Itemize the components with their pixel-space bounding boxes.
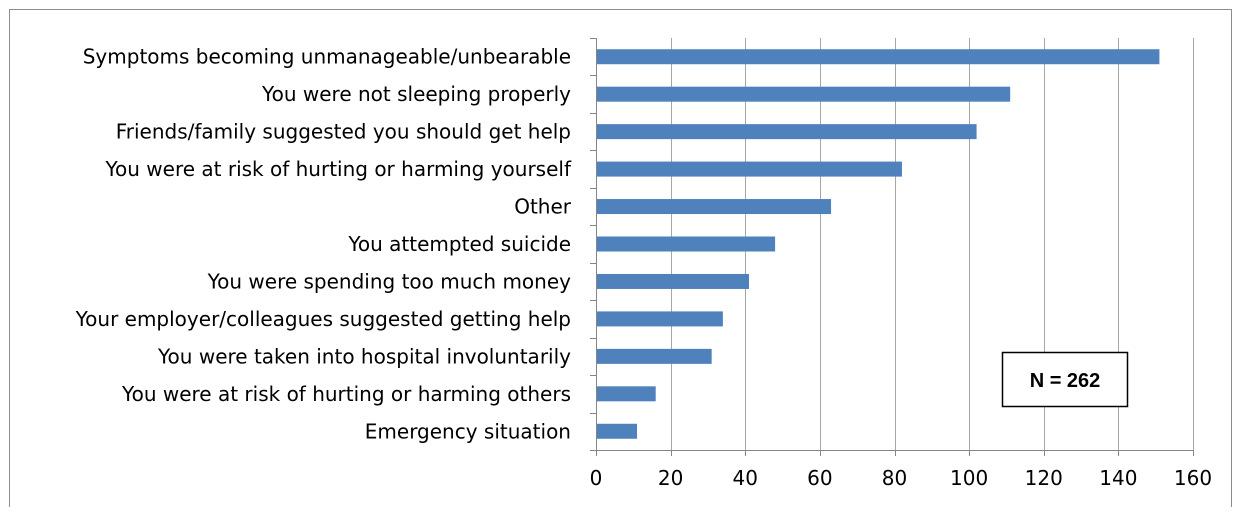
bar (596, 273, 749, 289)
annotation-box: N = 262 (1001, 351, 1129, 408)
x-tick-label: 140 (1099, 466, 1137, 490)
bar (596, 49, 1160, 65)
category-label: You were taken into hospital involuntari… (157, 344, 571, 368)
bar (596, 86, 1011, 102)
category-label: You were at risk of hurting or harming o… (121, 382, 571, 406)
x-tick-label: 40 (733, 466, 758, 490)
category-label: Your employer/colleagues suggested getti… (75, 307, 571, 331)
category-label: You were not sleeping properly (261, 82, 571, 106)
bars (596, 49, 1160, 439)
x-tick-label: 60 (807, 466, 832, 490)
bar (596, 348, 712, 364)
x-tick-label: 20 (658, 466, 683, 490)
bar (596, 124, 977, 140)
bar (596, 199, 832, 215)
category-label: Other (514, 195, 572, 219)
category-label: You were at risk of hurting or harming y… (104, 157, 572, 181)
x-tick-labels: 0 20 40 60 80 100 120 140 160 (590, 466, 1212, 490)
x-tick-label: 0 (590, 466, 603, 490)
category-labels: Symptoms becoming unmanageable/unbearabl… (75, 45, 572, 444)
bar (596, 236, 776, 252)
axes (590, 38, 1194, 456)
n-annotation: N = 262 (1030, 370, 1101, 392)
category-label: Friends/family suggested you should get … (116, 120, 571, 144)
x-tick-label: 80 (882, 466, 907, 490)
category-label: You were spending too much money (207, 269, 572, 293)
x-tick-label: 120 (1025, 466, 1063, 490)
bar (596, 311, 723, 327)
category-label: You attempted suicide (347, 232, 571, 256)
x-tick-label: 100 (950, 466, 988, 490)
bar (596, 386, 656, 402)
bar (596, 423, 638, 439)
bar (596, 161, 902, 177)
category-label: Symptoms becoming unmanageable/unbearabl… (83, 45, 571, 69)
n-box (1001, 351, 1129, 408)
x-tick-label: 160 (1174, 466, 1212, 490)
category-label: Emergency situation (365, 419, 571, 443)
